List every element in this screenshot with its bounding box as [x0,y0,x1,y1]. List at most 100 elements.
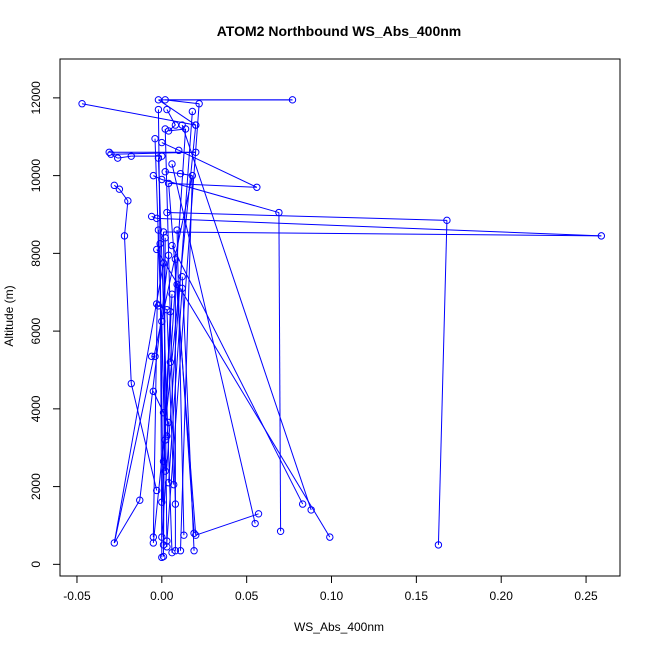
series-line-segment [117,155,132,159]
data-point [443,216,451,225]
data-point [275,208,283,217]
y-tick-label: 12000 [29,81,43,115]
data-point [153,245,161,254]
data-point [158,533,166,541]
data-point [127,379,135,388]
series-line-segment [110,153,118,159]
series-line-segment [118,188,129,202]
series-line-segment [113,262,165,544]
data-point [110,539,119,547]
data-point [192,531,200,539]
data-point [166,307,175,316]
series-line-segment [163,231,168,547]
series-line-segment [178,149,258,188]
data-point [154,302,163,310]
x-axis-label: WS_Abs_400nm [294,620,384,634]
data-point [158,553,166,562]
series-line-segment [161,179,280,214]
data-point [110,181,119,190]
data-point [124,197,132,205]
y-tick-label: 2000 [29,473,43,500]
data-point [326,533,334,541]
data-point [171,121,180,129]
data-point [173,226,181,234]
data-point [168,548,176,557]
data-point [161,436,169,444]
x-axis: -0.05 0.00 0.05 0.10 0.15 0.20 0.25 [63,575,598,603]
data-point [161,467,169,475]
series-line-segment [180,173,193,177]
series-line-segment [163,412,170,423]
data-point [163,543,171,551]
series-line-segment [165,171,181,175]
data-point [251,519,259,528]
data-point [156,239,164,248]
series-line-segment [195,513,259,536]
series-line-segment [161,111,193,538]
data-point [171,255,180,263]
data-point [107,150,115,158]
series-line-segment [130,383,158,491]
data-point [163,105,171,114]
series-line-segment [123,200,129,236]
data-point [168,290,176,298]
data-point [161,168,169,176]
series-line-segment [152,230,159,538]
data-point [171,500,180,508]
data-point [190,529,198,537]
y-axis-label: Altitude (m) [2,285,16,346]
series-line-segment [165,99,200,105]
data-point [149,539,158,547]
data-point [181,125,190,133]
series-line-segment [166,109,176,126]
data-point [298,500,307,508]
series-line-segment [171,245,304,505]
data-point [153,300,161,308]
data-point [127,152,135,160]
data-point [158,175,166,184]
series-line-segment [166,103,200,542]
data-point [166,358,175,366]
data-point [151,134,159,143]
series-line-segment [166,309,175,485]
data-point [195,100,203,108]
series-line-segment [163,237,166,557]
data-point [164,127,173,135]
data-point [168,241,176,250]
y-axis: 0 2000 4000 6000 8000 10000 12000 [29,81,61,568]
data-point [113,154,122,162]
x-tick-label: 0.05 [235,589,259,603]
plot-frame [59,58,621,577]
data-point [169,480,178,489]
data-point [158,498,166,506]
data-point [159,259,168,267]
data-point [188,171,197,180]
data-point [147,212,156,221]
data-point [253,183,261,191]
x-tick-label: 0.15 [405,589,429,603]
series-line-segment [166,422,170,437]
data-point [276,527,285,535]
data-point [149,533,158,541]
series-line-segment [278,212,282,532]
data-point [176,547,185,555]
data-point [153,486,161,495]
data-point [154,226,163,234]
y-tick-label: 6000 [29,317,43,344]
series-layer [78,96,606,562]
data-point [190,547,198,555]
y-tick-label: 10000 [29,159,43,193]
data-point [178,284,186,293]
data-point [164,479,173,487]
y-tick-label: 4000 [29,395,43,422]
x-tick-label: 0.00 [150,589,174,603]
x-tick-label: 0.10 [320,589,344,603]
series-line-segment [437,220,448,545]
data-point [147,352,156,361]
x-tick-label: 0.25 [574,589,598,603]
series-line-segment [168,182,257,188]
data-point [163,432,171,440]
data-point [161,96,169,104]
data-point [158,317,166,326]
